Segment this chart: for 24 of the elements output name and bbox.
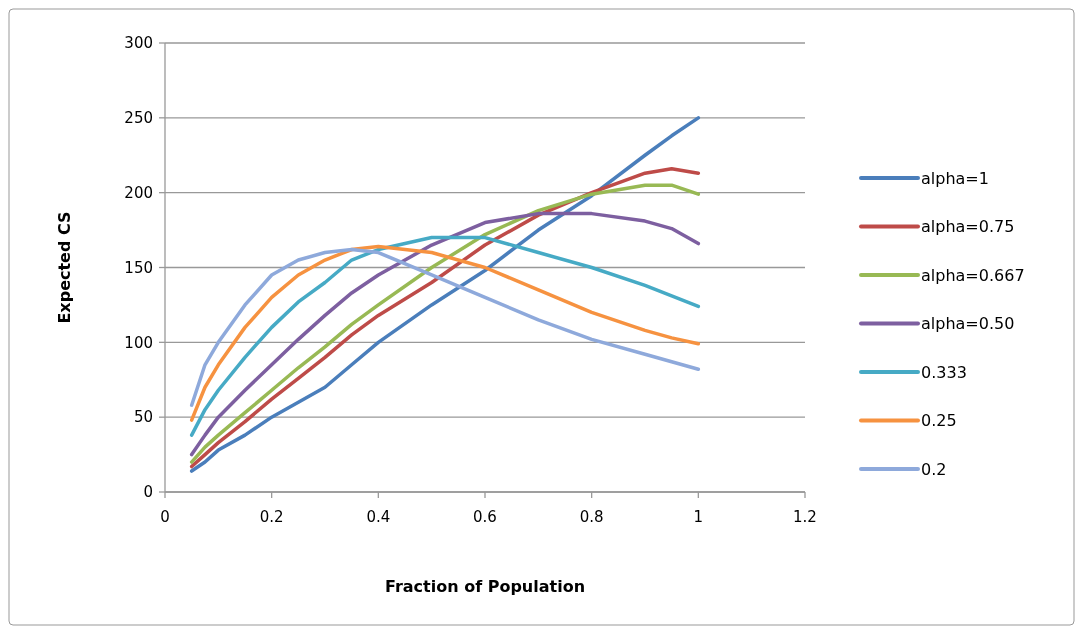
x-tick-label: 0.2 bbox=[259, 508, 284, 526]
x-tick-label: 0.4 bbox=[366, 508, 391, 526]
legend-label: 0.25 bbox=[921, 411, 957, 431]
line-series bbox=[189, 116, 701, 473]
x-tick-label: 1 bbox=[693, 508, 704, 526]
x-tick-label: 0.8 bbox=[579, 508, 604, 526]
legend-label: alpha=1 bbox=[921, 168, 989, 188]
y-tick-label: 0 bbox=[143, 483, 153, 502]
legend-label: alpha=0.50 bbox=[921, 314, 1015, 334]
x-axis-title: Fraction of Population bbox=[384, 577, 586, 596]
legend-label: 0.2 bbox=[921, 459, 947, 479]
y-tick-label: 50 bbox=[133, 408, 153, 427]
x-tick-label: 0.6 bbox=[473, 508, 497, 526]
y-tick-label: 300 bbox=[124, 34, 153, 53]
y-tick-label: 250 bbox=[124, 109, 153, 128]
legend-label: 0.333 bbox=[921, 362, 967, 382]
y-tick-label: 150 bbox=[124, 258, 153, 277]
y-tick-label: 100 bbox=[124, 333, 153, 352]
x-tick-label: 1.2 bbox=[793, 508, 817, 526]
x-tick-label: 0 bbox=[160, 508, 170, 526]
legend-label: alpha=0.667 bbox=[921, 265, 1025, 285]
y-tick-label: 200 bbox=[124, 183, 153, 202]
legend-label: alpha=0.75 bbox=[921, 217, 1015, 237]
y-axis-title: Expected CS bbox=[55, 211, 74, 324]
